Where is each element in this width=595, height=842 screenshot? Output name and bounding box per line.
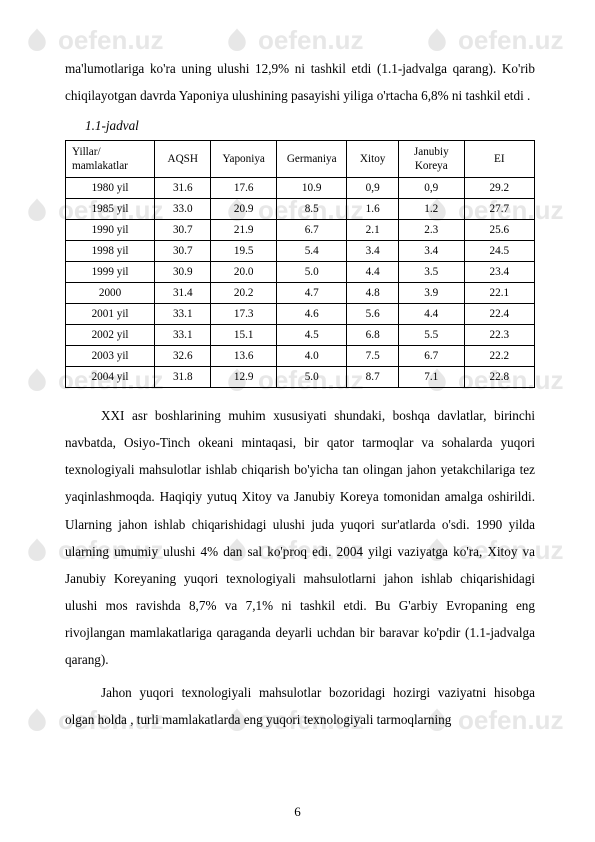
table-cell: 23.4: [464, 262, 534, 283]
table-cell: 27.7: [464, 199, 534, 220]
table-cell: 22.2: [464, 346, 534, 367]
table-cell: 19.5: [211, 241, 277, 262]
table-row: 2001 yil33.117.34.65.64.422.4: [66, 304, 535, 325]
table-cell: 13.6: [211, 346, 277, 367]
table-cell: 5.4: [277, 241, 347, 262]
table-cell: 33.1: [155, 304, 211, 325]
table-row: 2002 yil33.115.14.56.85.522.3: [66, 325, 535, 346]
paragraph-2: XXI asr boshlarining muhim xususiyati sh…: [65, 402, 535, 673]
table-cell: 4.7: [277, 283, 347, 304]
table-row: 200031.420.24.74.83.922.1: [66, 283, 535, 304]
table-cell: 8.5: [277, 199, 347, 220]
table-col-header: AQSH: [155, 141, 211, 178]
table-cell: 12.9: [211, 367, 277, 388]
table-cell: 0,9: [398, 178, 464, 199]
table-col-header: Yaponiya: [211, 141, 277, 178]
table-col-header: EI: [464, 141, 534, 178]
table-cell: 1.6: [347, 199, 399, 220]
table-cell: 17.6: [211, 178, 277, 199]
table-cell: 22.3: [464, 325, 534, 346]
table-cell: 2004 yil: [66, 367, 155, 388]
table-row: 2003 yil32.613.64.07.56.722.2: [66, 346, 535, 367]
table-cell: 1985 yil: [66, 199, 155, 220]
table-row: 1990 yil30.721.96.72.12.325.6: [66, 220, 535, 241]
table-cell: 4.0: [277, 346, 347, 367]
table-row: 2004 yil31.812.95.08.77.122.8: [66, 367, 535, 388]
table-col-header: Yillar/mamlakatlar: [66, 141, 155, 178]
table-cell: 1.2: [398, 199, 464, 220]
table-cell: 33.1: [155, 325, 211, 346]
table-cell: 22.1: [464, 283, 534, 304]
table-row: 1980 yil31.617.610.90,90,929.2: [66, 178, 535, 199]
table-cell: 2000: [66, 283, 155, 304]
data-table: Yillar/mamlakatlarAQSHYaponiyaGermaniyaX…: [65, 140, 535, 388]
table-cell: 32.6: [155, 346, 211, 367]
table-cell: 3.9: [398, 283, 464, 304]
table-cell: 3.4: [347, 241, 399, 262]
table-cell: 6.8: [347, 325, 399, 346]
table-cell: 22.8: [464, 367, 534, 388]
table-cell: 1980 yil: [66, 178, 155, 199]
paragraph-3: Jahon yuqori texnologiyali mahsulotlar b…: [65, 679, 535, 733]
paragraph-1: ma'lumotlariga ko'ra uning ulushi 12,9% …: [65, 55, 535, 109]
table-cell: 10.9: [277, 178, 347, 199]
table-row: 1985 yil33.020.98.51.61.227.7: [66, 199, 535, 220]
table-cell: 4.5: [277, 325, 347, 346]
table-cell: 3.4: [398, 241, 464, 262]
table-cell: 30.7: [155, 241, 211, 262]
table-cell: 4.4: [398, 304, 464, 325]
table-col-header: Germaniya: [277, 141, 347, 178]
table-cell: 5.5: [398, 325, 464, 346]
table-cell: 4.8: [347, 283, 399, 304]
table-cell: 1998 yil: [66, 241, 155, 262]
table-cell: 6.7: [277, 220, 347, 241]
table-cell: 2.3: [398, 220, 464, 241]
table-cell: 7.1: [398, 367, 464, 388]
table-cell: 2001 yil: [66, 304, 155, 325]
table-cell: 5.0: [277, 262, 347, 283]
table-col-header: JanubiyKoreya: [398, 141, 464, 178]
table-cell: 4.4: [347, 262, 399, 283]
table-cell: 22.4: [464, 304, 534, 325]
table-cell: 2003 yil: [66, 346, 155, 367]
page-number: 6: [0, 804, 595, 820]
table-cell: 1990 yil: [66, 220, 155, 241]
table-row: 1999 yil30.920.05.04.43.523.4: [66, 262, 535, 283]
table-cell: 5.0: [277, 367, 347, 388]
page-content: ma'lumotlariga ko'ra uning ulushi 12,9% …: [0, 0, 595, 733]
table-cell: 0,9: [347, 178, 399, 199]
table-cell: 31.8: [155, 367, 211, 388]
table-cell: 2002 yil: [66, 325, 155, 346]
table-col-header: Xitoy: [347, 141, 399, 178]
table-cell: 17.3: [211, 304, 277, 325]
table-cell: 2.1: [347, 220, 399, 241]
table-cell: 15.1: [211, 325, 277, 346]
table-cell: 6.7: [398, 346, 464, 367]
table-cell: 30.7: [155, 220, 211, 241]
table-cell: 21.9: [211, 220, 277, 241]
table-cell: 31.4: [155, 283, 211, 304]
table-cell: 8.7: [347, 367, 399, 388]
table-cell: 20.2: [211, 283, 277, 304]
table-cell: 5.6: [347, 304, 399, 325]
table-cell: 25.6: [464, 220, 534, 241]
table-cell: 30.9: [155, 262, 211, 283]
table-cell: 7.5: [347, 346, 399, 367]
table-cell: 31.6: [155, 178, 211, 199]
table-cell: 1999 yil: [66, 262, 155, 283]
table-cell: 20.0: [211, 262, 277, 283]
table-body: 1980 yil31.617.610.90,90,929.21985 yil33…: [66, 178, 535, 388]
table-header-row: Yillar/mamlakatlarAQSHYaponiyaGermaniyaX…: [66, 141, 535, 178]
table-cell: 33.0: [155, 199, 211, 220]
table-cell: 3.5: [398, 262, 464, 283]
table-caption: 1.1-jadval: [85, 115, 535, 136]
table-cell: 20.9: [211, 199, 277, 220]
table-cell: 4.6: [277, 304, 347, 325]
table-cell: 29.2: [464, 178, 534, 199]
table-cell: 24.5: [464, 241, 534, 262]
table-row: 1998 yil30.719.55.43.43.424.5: [66, 241, 535, 262]
